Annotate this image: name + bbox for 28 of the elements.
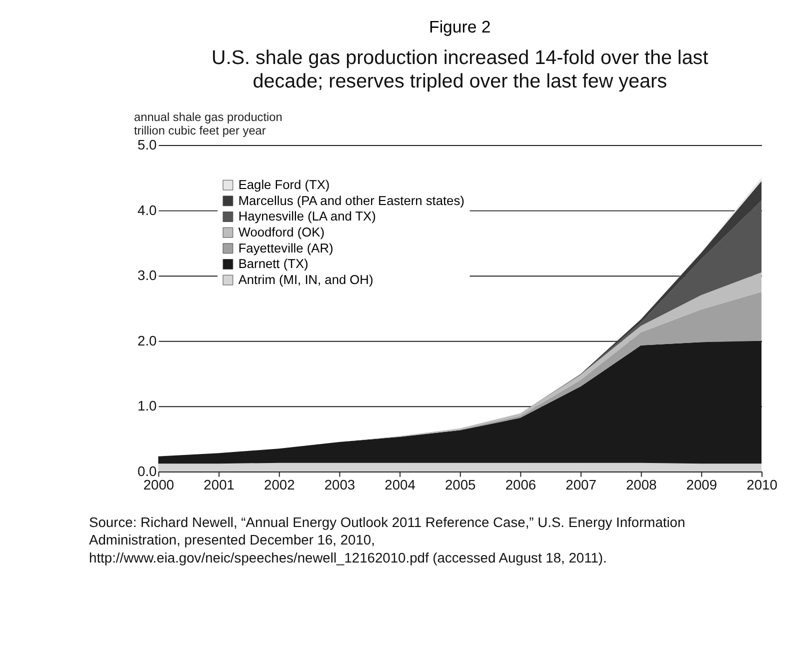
chart-subtitle: U.S. shale gas production increased 14-fold over the last decade; reserves tripled over the last few years <box>212 46 709 93</box>
x-tick-label: 2001 <box>204 476 235 493</box>
source-note: Source: Richard Newell, “Annual Energy Outlook 2011 Reference Case,” U.S. Energy Information Administration, presented December 16, 2010, http://www.eia.gov/neic/speeches/newell_12162010.pdf (accessed August 18, 2011). <box>89 514 686 566</box>
y-tick-label: 4.0 <box>138 202 158 218</box>
x-tick-label: 2010 <box>746 476 778 493</box>
y-tick-label: 0.0 <box>138 462 158 479</box>
x-tick-label: 2006 <box>505 476 536 493</box>
legend-label: Woodford (OK) <box>238 224 324 240</box>
legend-label: Marcellus (PA and other Eastern states) <box>238 192 464 208</box>
x-tick-label: 2008 <box>626 476 658 493</box>
chart-title: Figure 2 <box>429 17 491 36</box>
x-tick-label: 2002 <box>264 476 295 493</box>
y-tick-label: 3.0 <box>138 267 158 284</box>
y-tick-label: 2.0 <box>138 332 158 348</box>
x-tick-label: 2004 <box>384 476 416 493</box>
x-tick-label: 2009 <box>686 476 718 493</box>
legend-label: Haynesville (LA and TX) <box>238 208 376 224</box>
y-axis-title: annual shale gas production trillion cubic feet per year <box>134 110 282 138</box>
x-tick-label: 2003 <box>324 476 356 493</box>
legend-label: Barnett (TX) <box>238 256 308 272</box>
x-tick-label: 2005 <box>444 476 476 493</box>
legend-label: Fayetteville (AR) <box>238 240 334 256</box>
legend-label: Antrim (MI, IN, and OH) <box>238 272 374 287</box>
x-tick-label: 2007 <box>566 476 596 493</box>
y-tick-label: 5.0 <box>138 136 158 152</box>
legend-label: Eagle Ford (TX) <box>238 177 330 192</box>
x-tick-label: 2000 <box>143 476 174 493</box>
y-tick-label: 1.0 <box>138 398 158 414</box>
